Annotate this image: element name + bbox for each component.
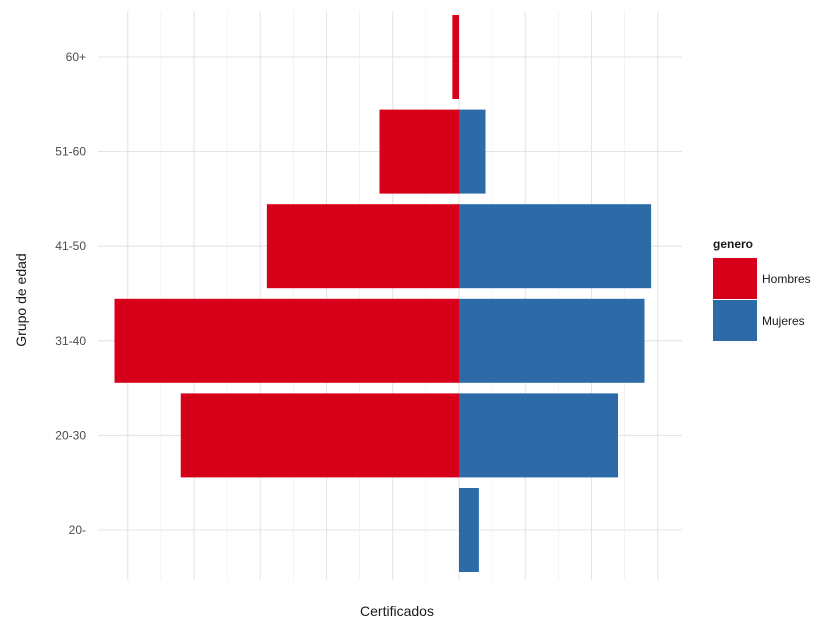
y-tick-label: 60+ (66, 50, 86, 64)
grid (98, 11, 682, 580)
y-tick-label: 31-40 (55, 334, 86, 348)
legend: genero Hombres Mujeres (713, 237, 811, 341)
y-tick-label: 20-30 (55, 428, 86, 442)
y-tick-labels: 20- 20-30 31-40 41-50 51-60 60+ (55, 50, 86, 537)
legend-title: genero (713, 237, 753, 251)
y-axis-title: Grupo de edad (13, 253, 29, 346)
legend-swatch-hombres (713, 258, 757, 299)
legend-label-hombres: Hombres (762, 272, 811, 286)
bar-mujeres-51-60 (459, 109, 486, 194)
bar-mujeres-41-50 (459, 204, 652, 289)
bar-hombres-41-50 (266, 204, 459, 289)
y-tick-label: 51-60 (55, 145, 86, 159)
bar-mujeres-31-40 (459, 298, 645, 383)
legend-label-mujeres: Mujeres (762, 314, 805, 328)
bars (114, 15, 652, 572)
y-tick-label: 20- (69, 523, 86, 537)
bar-hombres-20-30 (180, 393, 459, 478)
bar-hombres-31-40 (114, 298, 459, 383)
bar-hombres-60+ (452, 15, 459, 99)
legend-swatch-mujeres (713, 300, 757, 341)
bar-mujeres-20- (459, 488, 479, 572)
y-tick-label: 41-50 (55, 239, 86, 253)
bar-mujeres-20-30 (459, 393, 618, 478)
x-axis-title: Certificados (360, 603, 434, 619)
bar-hombres-51-60 (379, 109, 459, 194)
